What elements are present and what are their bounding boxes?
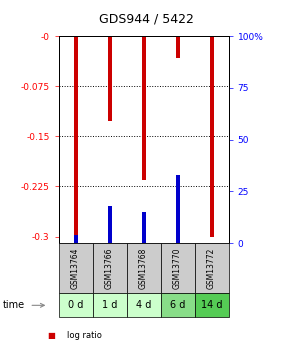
Bar [108, 206, 112, 243]
Bar [209, 36, 214, 237]
Bar [142, 36, 146, 180]
Bar [74, 235, 78, 243]
Text: GSM13766: GSM13766 [105, 247, 114, 289]
Text: ■: ■ [47, 331, 55, 340]
Text: time: time [3, 300, 25, 310]
Bar [142, 212, 146, 243]
Text: 0 d: 0 d [68, 300, 83, 310]
Text: GDS944 / 5422: GDS944 / 5422 [99, 12, 194, 25]
Bar [176, 36, 180, 58]
Text: GSM13764: GSM13764 [71, 247, 80, 289]
Text: GSM13768: GSM13768 [139, 248, 148, 289]
Text: log ratio: log ratio [67, 331, 102, 340]
Text: 14 d: 14 d [201, 300, 222, 310]
Bar [176, 175, 180, 243]
Text: 4 d: 4 d [136, 300, 151, 310]
Bar [74, 36, 78, 235]
Text: GSM13770: GSM13770 [173, 247, 182, 289]
Text: 1 d: 1 d [102, 300, 117, 310]
Bar [108, 36, 112, 121]
Text: 6 d: 6 d [170, 300, 185, 310]
Text: GSM13772: GSM13772 [207, 248, 216, 289]
